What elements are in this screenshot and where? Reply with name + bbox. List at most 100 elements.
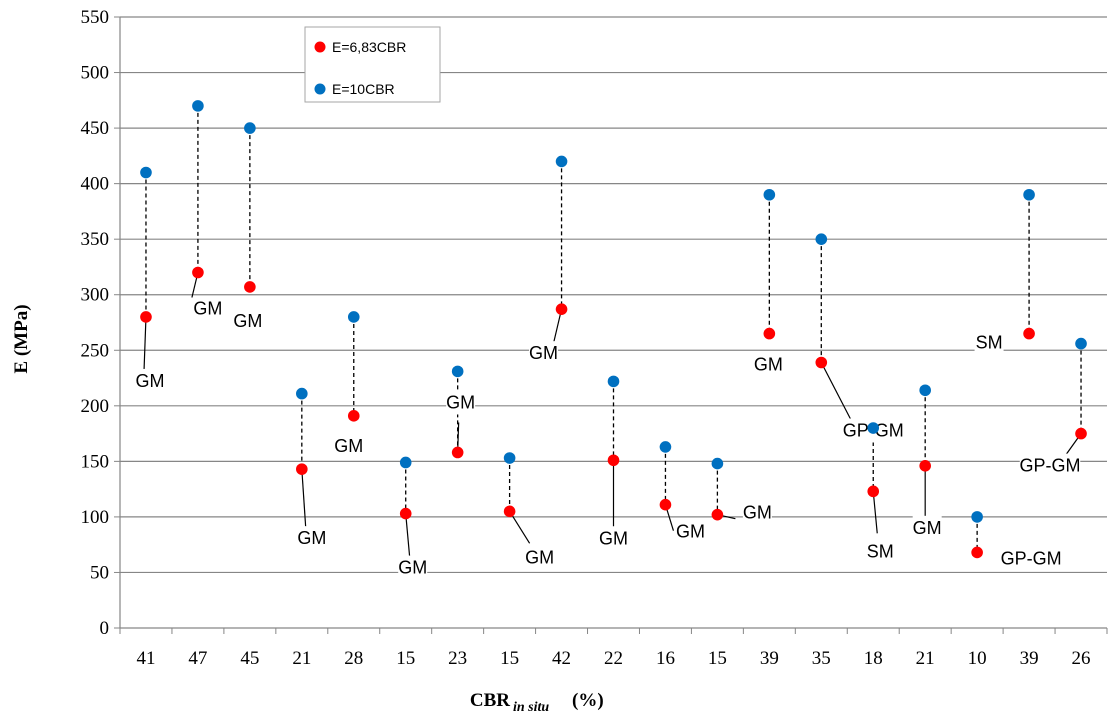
point-e683cbr: [399, 507, 412, 520]
point-e683cbr: [451, 446, 464, 459]
y-tick-labels: 0 50 100 150 200 250 300 350 400 450 500 550: [81, 7, 110, 639]
point-e10cbr: [711, 457, 724, 470]
point-e683cbr: [815, 356, 828, 369]
x-tick-label: 15: [708, 648, 727, 669]
y-tick-label: 400: [81, 174, 110, 195]
soil-label: GM: [525, 547, 554, 567]
point-e10cbr: [971, 511, 983, 523]
label-background: [912, 515, 942, 540]
label-leader-line: [509, 511, 531, 544]
point-e10cbr: [296, 387, 308, 400]
x-tick-label: 21: [292, 648, 311, 669]
label-background: [529, 341, 559, 366]
x-tick-label: 23: [448, 648, 467, 669]
legend-label-red: E=6,83CBR: [332, 39, 406, 55]
point-e10cbr: [399, 456, 412, 469]
soil-label: GP-GM: [1020, 456, 1081, 476]
point-e683cbr: [296, 463, 308, 475]
label-background: [974, 330, 1004, 355]
soil-label: GM: [135, 371, 164, 391]
soil-label: GM: [743, 503, 772, 523]
x-tick-label: 21: [916, 648, 935, 669]
dashed-connectors: [145, 105, 1082, 553]
x-tick-label: 42: [552, 648, 571, 669]
label-background: [1000, 546, 1062, 571]
label-leader-line: [820, 362, 852, 421]
y-tick-label: 0: [100, 618, 110, 639]
point-e683cbr: [711, 508, 724, 521]
y-tick-label: 250: [81, 340, 110, 361]
point-e10cbr: [1075, 337, 1087, 350]
label-background: [865, 539, 895, 564]
soil-label: GM: [599, 528, 628, 548]
legend: E=6,83CBR E=10CBR: [304, 26, 441, 103]
y-axis-title: E (MPa): [11, 304, 32, 373]
y-tick-label: 450: [81, 118, 110, 139]
point-e10cbr: [244, 122, 256, 134]
x-tick-label: 39: [760, 648, 779, 669]
y-tick-label: 150: [81, 451, 110, 472]
point-e10cbr: [451, 365, 464, 378]
soil-label: GM: [398, 558, 427, 578]
x-axis-title: CBR in situ (%): [470, 690, 604, 715]
point-e683cbr: [1075, 427, 1087, 440]
label-background: [334, 433, 364, 458]
soil-label: GM: [233, 311, 262, 331]
point-e10cbr: [659, 441, 672, 453]
y-tick-label: 300: [81, 285, 110, 306]
x-tick-label: 39: [1020, 648, 1039, 669]
point-e683cbr: [503, 505, 516, 518]
axes: [114, 16, 1108, 634]
label-background: [525, 545, 555, 570]
label-background: [753, 352, 783, 377]
label-leader-line: [301, 469, 307, 530]
x-tick-labels: 41 47 45 21 28 15 23 15 42 22 16 15 39 35 18 21 10 39 26: [136, 648, 1090, 669]
x-tick-label: 10: [968, 648, 987, 669]
point-e10cbr: [140, 166, 152, 179]
point-e10cbr: [555, 155, 568, 168]
x-tick-label: 22: [604, 648, 623, 669]
y-tick-label: 500: [81, 63, 110, 84]
label-leader-line: [552, 309, 563, 344]
point-e10cbr: [503, 452, 516, 464]
label-background: [297, 526, 327, 551]
soil-label: GM: [529, 343, 558, 363]
x-axis-title-suffix: (%): [572, 690, 604, 711]
label-background: [446, 390, 476, 415]
point-e10cbr: [867, 422, 880, 434]
legend-marker-red: [314, 41, 326, 53]
label-background: [233, 308, 263, 333]
point-e683cbr: [867, 485, 880, 498]
soil-label: GM: [334, 436, 363, 456]
soil-label: GM: [676, 522, 705, 542]
x-tick-label: 28: [344, 648, 363, 669]
x-tick-label: 18: [864, 648, 883, 669]
point-e683cbr: [1023, 327, 1035, 340]
point-e10cbr: [192, 100, 204, 112]
soil-label: SM: [976, 333, 1003, 353]
point-e683cbr: [763, 327, 776, 340]
x-tick-label: 41: [136, 648, 155, 669]
soil-label: GM: [297, 528, 326, 548]
gridlines: [120, 16, 1107, 574]
soil-label: GM: [913, 518, 942, 538]
x-tick-label: 15: [500, 648, 519, 669]
data-points: [140, 100, 1087, 559]
x-axis-title-main: CBR: [470, 690, 510, 711]
y-tick-label: 350: [81, 229, 110, 250]
point-e10cbr: [347, 311, 360, 323]
y-tick-label: 50: [90, 562, 109, 583]
point-e683cbr: [919, 460, 931, 472]
y-tick-label: 200: [81, 396, 110, 417]
point-e10cbr: [919, 384, 931, 397]
label-leader-line: [405, 513, 411, 558]
label-background: [193, 296, 223, 321]
point-e683cbr: [192, 266, 204, 279]
x-tick-label: 35: [812, 648, 831, 669]
point-e10cbr: [763, 188, 776, 201]
soil-label: GM: [446, 392, 475, 412]
soil-label: GP-GM: [1001, 548, 1062, 568]
point-e683cbr: [607, 454, 620, 467]
soil-labels: GM GM GM GM GM GM GM GM GM GM GM GM GM GP-GM SM GM GP-GM…: [135, 272, 1082, 580]
